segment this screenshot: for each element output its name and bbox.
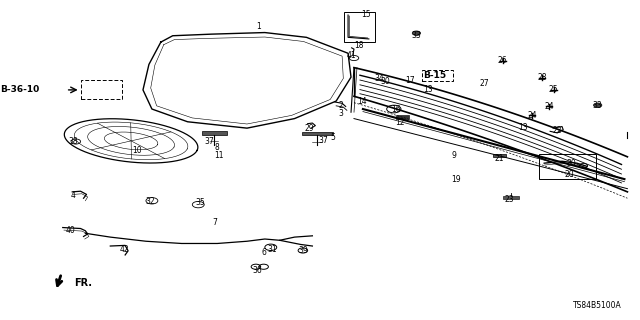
Bar <box>202 131 227 134</box>
Bar <box>502 196 519 199</box>
Text: 34: 34 <box>374 74 384 83</box>
Text: 33: 33 <box>412 31 421 40</box>
Text: 3: 3 <box>339 109 343 118</box>
Text: 26: 26 <box>498 56 508 65</box>
Text: FR.: FR. <box>75 278 93 288</box>
Text: B-36-10: B-36-10 <box>0 85 39 94</box>
Text: 23: 23 <box>505 195 515 204</box>
Text: B-15: B-15 <box>423 71 446 80</box>
Text: 22: 22 <box>552 126 562 135</box>
Circle shape <box>412 31 420 36</box>
Text: 30: 30 <box>566 159 577 168</box>
Text: 29: 29 <box>305 124 314 132</box>
Text: 31: 31 <box>268 245 277 254</box>
Text: 27: 27 <box>480 79 490 88</box>
Text: 37: 37 <box>205 137 214 146</box>
Text: 25: 25 <box>549 85 559 94</box>
Text: 28: 28 <box>537 73 547 82</box>
Text: 15: 15 <box>361 10 371 19</box>
Text: 17: 17 <box>405 76 415 85</box>
Bar <box>493 154 506 157</box>
Text: 11: 11 <box>214 151 224 160</box>
Text: 30: 30 <box>380 77 390 86</box>
Bar <box>396 116 409 119</box>
Text: 7: 7 <box>212 218 217 227</box>
Text: 14: 14 <box>357 97 367 106</box>
Text: 24: 24 <box>544 102 554 111</box>
Bar <box>81 80 122 100</box>
Text: 10: 10 <box>132 146 142 155</box>
Text: 39: 39 <box>299 246 308 255</box>
Text: 13: 13 <box>424 85 433 94</box>
Bar <box>422 70 452 81</box>
Text: TS84B5100A: TS84B5100A <box>573 301 621 310</box>
Bar <box>540 154 596 179</box>
Text: 37: 37 <box>318 136 328 145</box>
Text: 1: 1 <box>257 22 261 31</box>
Text: 19: 19 <box>451 175 461 184</box>
Text: 35: 35 <box>196 197 205 206</box>
Bar <box>301 132 333 135</box>
Text: 20: 20 <box>564 170 574 179</box>
Text: 33: 33 <box>593 101 603 110</box>
Text: 13: 13 <box>518 123 527 132</box>
Text: 16: 16 <box>391 105 401 114</box>
Text: 32: 32 <box>146 197 156 206</box>
Text: 6: 6 <box>261 248 266 257</box>
Text: 40: 40 <box>65 226 76 235</box>
Text: 38: 38 <box>68 137 78 146</box>
Text: 8: 8 <box>215 143 220 152</box>
Text: 12: 12 <box>396 118 405 127</box>
Text: 5: 5 <box>331 133 335 142</box>
Text: 4: 4 <box>71 190 76 200</box>
Text: 18: 18 <box>354 41 364 50</box>
Text: 9: 9 <box>451 151 456 160</box>
Text: 36: 36 <box>253 266 262 276</box>
Text: 42: 42 <box>119 245 129 254</box>
Text: 41: 41 <box>347 51 356 60</box>
Bar <box>344 12 375 42</box>
Text: 21: 21 <box>494 154 504 163</box>
Text: 2: 2 <box>339 101 343 110</box>
Text: 24: 24 <box>527 111 537 120</box>
Circle shape <box>593 103 602 108</box>
